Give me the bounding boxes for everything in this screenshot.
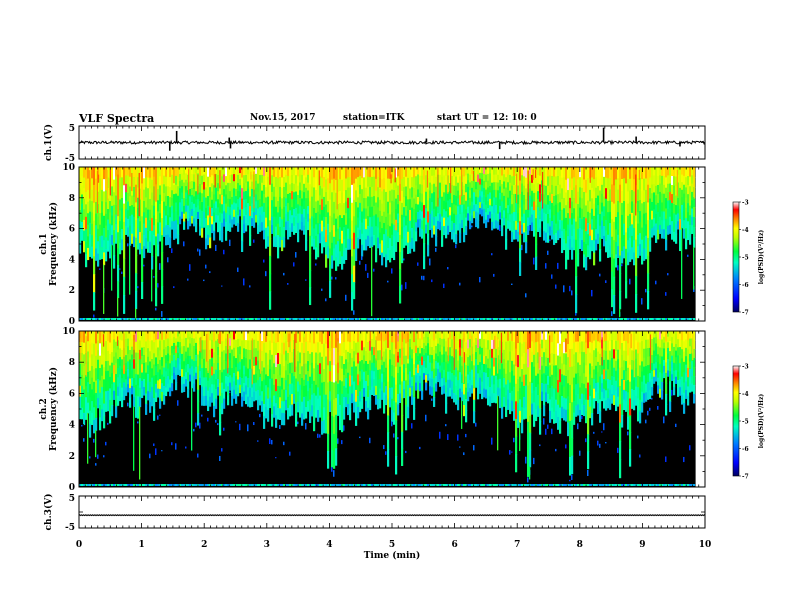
colorbar-ch1 [732,201,740,313]
colorbar-tick-label: -3 [742,200,749,207]
x-tick-label: 1 [138,540,144,550]
y-tick-label: 5 [69,124,75,134]
colorbar-tick-label: -6 [742,282,749,289]
x-tick-label: 6 [451,540,457,550]
x-tick-label: 9 [639,540,645,550]
colorbar-label: log(PSD)(V²/Hz) [758,394,765,449]
colorbar-ch2 [732,365,740,477]
y-tick-label: -5 [65,523,75,533]
date-label: Nov.15, 2017 [250,113,316,123]
colorbar-tick-label: -7 [742,474,749,481]
y-tick-label: 4 [69,255,75,265]
x-tick-label: 8 [577,540,583,550]
y-tick-label: 2 [69,286,75,296]
y-axis-label: ch.1Frequency (kHz) [39,202,59,286]
y-tick-label: 4 [69,421,75,431]
y-axis-label: ch.2Frequency (kHz) [39,367,59,451]
x-tick-label: 0 [76,540,82,550]
x-tick-label: 3 [264,540,270,550]
colorbar-tick-label: -4 [742,227,749,234]
colorbar-tick-label: -4 [742,391,749,398]
x-tick-label: 5 [389,540,395,550]
x-tick-label: 2 [201,540,207,550]
colorbar-tick-label: -6 [742,446,749,453]
x-tick-label: 10 [699,540,712,550]
figure-title: VLF Spectra [79,112,155,125]
colorbar-tick-label: -7 [742,310,749,317]
y-tick-label: 2 [69,452,75,462]
colorbar-tick-label: -5 [742,419,749,426]
x-tick-label: 4 [326,540,332,550]
y-tick-label: 8 [69,358,75,368]
y-axis-label: ch.3(V) [43,494,54,531]
waveform-trace-ch3 [78,514,706,517]
y-axis-label: ch.1(V) [43,124,54,161]
colorbar-label: log(PSD)(V²/Hz) [758,230,765,285]
y-tick-label: 6 [69,389,75,399]
waveform-trace-ch1 [78,139,705,146]
y-tick-label: 10 [62,163,75,173]
y-tick-label: 5 [69,494,75,504]
x-tick-label: 7 [514,540,520,550]
y-tick-label: 8 [69,194,75,204]
spectrogram-ch2-image [79,331,696,487]
y-tick-label: -5 [65,154,75,164]
x-axis-label: Time (min) [364,550,421,561]
y-tick-label: 0 [69,317,75,327]
y-tick-label: 6 [69,225,75,235]
start-time-label: start UT = 12: 10: 0 [437,113,537,123]
y-tick-label: 10 [62,327,75,337]
spectrogram-ch1-image [79,167,696,321]
colorbar-tick-label: -3 [742,364,749,371]
y-tick-label: 0 [69,483,75,493]
colorbar-tick-label: -5 [742,255,749,262]
station-label: station=ITK [343,113,405,123]
